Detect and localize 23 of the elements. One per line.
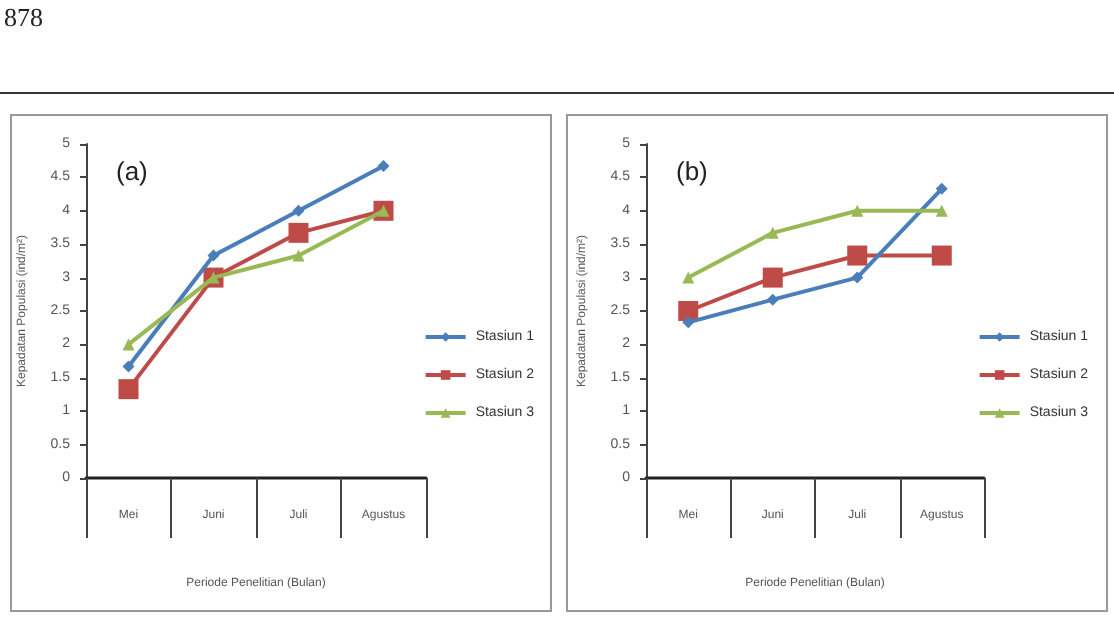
point: [682, 316, 695, 329]
text: (a): [116, 156, 148, 186]
text: 878: [4, 2, 43, 32]
point: [766, 293, 779, 306]
point: [847, 245, 868, 266]
point: [118, 379, 139, 400]
point: [851, 271, 864, 284]
point: [762, 267, 783, 288]
point: [682, 271, 695, 284]
point: [292, 204, 305, 217]
point: [935, 204, 948, 217]
point: [377, 160, 390, 173]
point: [207, 249, 220, 262]
point: [931, 245, 952, 266]
point: [678, 301, 699, 321]
point: [935, 182, 948, 195]
point: [766, 226, 779, 239]
point: [122, 360, 135, 373]
point: [851, 204, 864, 217]
point: [122, 338, 135, 351]
text: (b): [676, 156, 708, 186]
point: [288, 222, 309, 243]
point: [292, 249, 305, 262]
